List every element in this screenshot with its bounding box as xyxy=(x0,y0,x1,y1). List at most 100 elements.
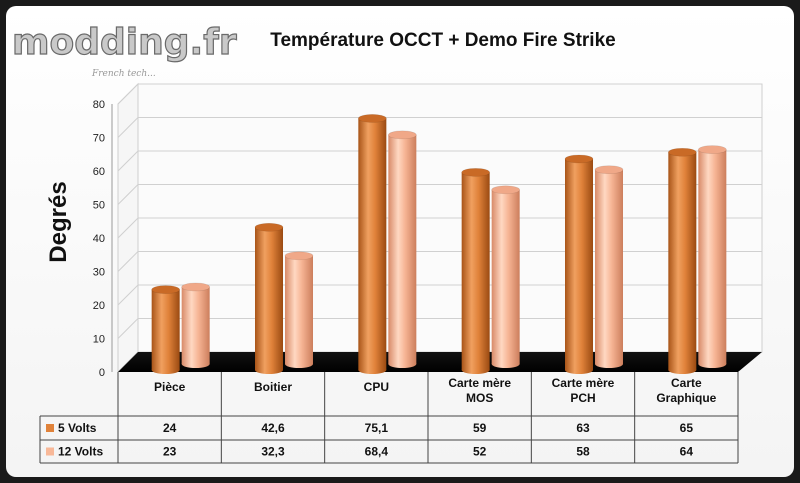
chart-title: Température OCCT + Demo Fire Strike xyxy=(270,30,615,51)
bar-top xyxy=(181,282,210,292)
category-label: Carte xyxy=(671,376,702,390)
data-label: 64 xyxy=(680,445,694,459)
data-label: 68,4 xyxy=(365,445,389,459)
y-tick-label: 50 xyxy=(93,200,105,212)
legend-swatch xyxy=(46,447,54,456)
floor xyxy=(118,352,762,372)
bar-top xyxy=(388,130,417,140)
data-label: 65 xyxy=(680,421,694,435)
data-label: 24 xyxy=(163,421,177,435)
data-label: 52 xyxy=(473,445,487,459)
bar xyxy=(461,168,490,374)
bar-bottom xyxy=(698,360,727,368)
bar-bottom xyxy=(668,366,697,374)
bar-bottom xyxy=(491,360,520,368)
data-label: 42,6 xyxy=(261,421,285,435)
gridline-side xyxy=(117,284,139,306)
bar-top xyxy=(668,147,697,157)
data-label: 32,3 xyxy=(261,445,285,459)
y-tick-label: 40 xyxy=(93,233,105,245)
bar-bottom xyxy=(285,360,313,368)
category-label: PCH xyxy=(570,391,595,405)
bar-bottom xyxy=(565,366,593,374)
legend-label: 5 Volts xyxy=(58,421,97,435)
bar-body xyxy=(698,149,727,364)
y-tick-label: 20 xyxy=(93,300,105,312)
bar-bottom xyxy=(388,360,417,368)
bar-top xyxy=(491,185,520,195)
gridline-side xyxy=(117,150,139,172)
bar-body xyxy=(388,134,417,364)
gridline-side xyxy=(117,117,139,138)
bar-bottom xyxy=(461,366,490,374)
bar-bottom xyxy=(255,366,283,374)
bar-top xyxy=(284,251,314,261)
bar xyxy=(491,185,520,368)
category-label: Pièce xyxy=(154,380,186,394)
gridline-side xyxy=(117,318,139,339)
bar-bottom xyxy=(181,360,210,368)
bar-body xyxy=(285,255,313,364)
bar xyxy=(668,147,697,374)
logo: modding.fr French tech... xyxy=(11,21,237,79)
bar xyxy=(388,130,417,368)
bar-bottom xyxy=(151,366,180,374)
bar xyxy=(254,222,284,374)
bar-bottom xyxy=(358,366,387,374)
bar xyxy=(698,145,727,368)
category-label: Boitier xyxy=(254,380,292,394)
bar-body xyxy=(255,227,283,370)
logo-text: modding.fr xyxy=(12,22,237,63)
bar-bottom xyxy=(595,360,623,368)
y-tick-label: 10 xyxy=(93,334,105,346)
bar xyxy=(358,114,387,374)
bar xyxy=(284,251,314,368)
y-axis-title: Degrés xyxy=(45,181,72,262)
bar-top xyxy=(151,285,180,294)
category-label: Carte mère xyxy=(448,376,511,390)
gridline-side xyxy=(117,217,139,239)
bar-top xyxy=(358,114,387,123)
bar xyxy=(151,285,180,374)
gridline-side xyxy=(117,184,139,205)
bar-body xyxy=(565,158,593,370)
y-tick-label: 0 xyxy=(99,367,105,379)
bar-body xyxy=(668,152,697,370)
bar-body xyxy=(461,172,490,370)
category-label: Graphique xyxy=(656,391,716,405)
bar-body xyxy=(491,189,520,364)
bar-body xyxy=(181,286,210,364)
bar-top xyxy=(594,165,624,174)
bar xyxy=(564,154,594,374)
bar-top xyxy=(564,154,594,164)
y-tick-label: 70 xyxy=(93,133,105,145)
bar-top xyxy=(254,222,284,232)
bar-body xyxy=(595,169,623,364)
bar-body xyxy=(358,118,387,370)
gridline-side xyxy=(117,251,139,272)
y-tick-label: 30 xyxy=(93,267,105,279)
y-tick-label: 80 xyxy=(93,99,105,111)
category-label: Carte mère xyxy=(552,376,615,390)
gridline-side xyxy=(117,83,139,105)
bar xyxy=(594,165,624,368)
data-label: 58 xyxy=(576,445,590,459)
logo-tagline: French tech... xyxy=(91,69,156,79)
category-label: CPU xyxy=(364,380,389,394)
legend-label: 12 Volts xyxy=(58,445,103,459)
data-label: 59 xyxy=(473,421,487,435)
bar xyxy=(181,282,210,368)
bar-top xyxy=(461,168,490,177)
data-label: 23 xyxy=(163,445,177,459)
category-label: MOS xyxy=(466,391,493,405)
plot-area: 0 10 20 30 40 50 60 70 80 xyxy=(93,82,763,379)
y-tick-label: 60 xyxy=(93,166,105,178)
bar-body xyxy=(151,289,180,370)
legend-swatch xyxy=(46,424,54,432)
bar-top xyxy=(698,145,727,154)
data-label: 63 xyxy=(576,421,590,435)
data-label: 75,1 xyxy=(365,421,389,435)
